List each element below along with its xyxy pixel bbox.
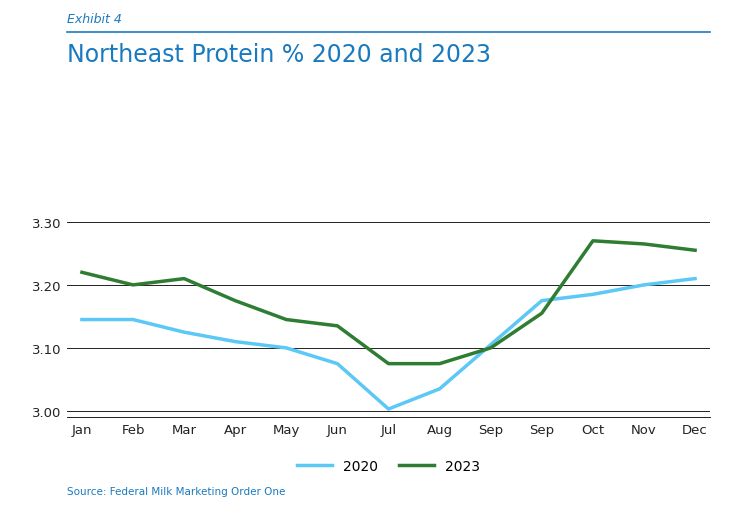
Legend: 2020, 2023: 2020, 2023 [292,454,485,479]
Text: Exhibit 4: Exhibit 4 [67,13,121,25]
Text: Source: Federal Milk Marketing Order One: Source: Federal Milk Marketing Order One [67,486,285,496]
Text: Northeast Protein % 2020 and 2023: Northeast Protein % 2020 and 2023 [67,43,491,67]
